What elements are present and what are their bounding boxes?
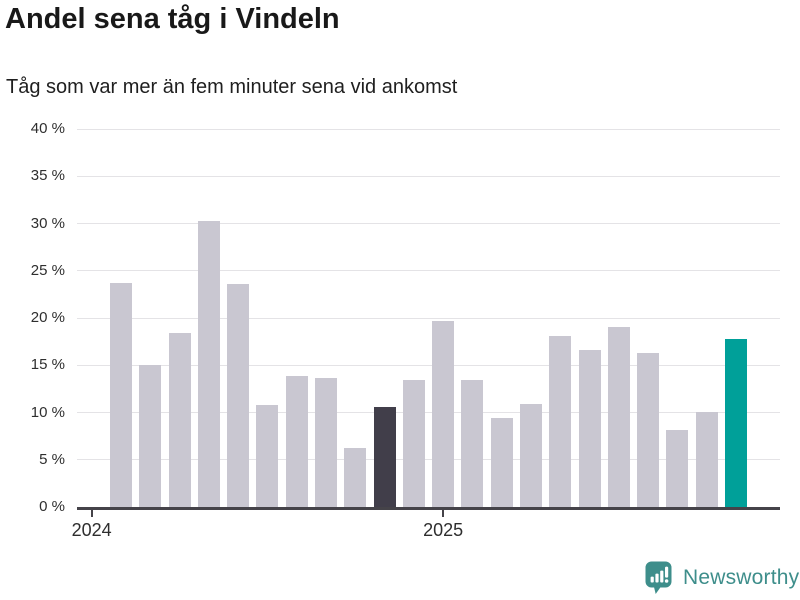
newsworthy-logo-text: Newsworthy bbox=[683, 566, 800, 589]
bar-2025-05 bbox=[549, 335, 572, 507]
bar-2025-01 bbox=[432, 320, 455, 507]
bar-2025-03 bbox=[490, 418, 513, 507]
x-axis-line bbox=[77, 506, 780, 510]
bar-2025-11 bbox=[725, 338, 748, 507]
bar-2025-10 bbox=[695, 411, 718, 507]
bar-2024-08 bbox=[285, 375, 308, 507]
newsworthy-logo-icon bbox=[645, 561, 672, 594]
chart-title: Andel sena tåg i Vindeln bbox=[5, 3, 340, 35]
gridline bbox=[77, 412, 780, 413]
y-axis-label: 5 % bbox=[39, 450, 65, 468]
bar-2024-05 bbox=[197, 220, 220, 507]
y-axis-label: 15 % bbox=[30, 356, 65, 374]
y-axis-label: 30 % bbox=[30, 214, 65, 232]
bar-2024-10 bbox=[344, 448, 367, 507]
newsworthy-logo: Newsworthy bbox=[645, 560, 799, 596]
bar-2025-08 bbox=[637, 352, 660, 507]
bar-2025-06 bbox=[578, 350, 601, 507]
y-axis-label: 0 % bbox=[39, 498, 65, 515]
bar-2025-02 bbox=[461, 380, 484, 507]
bar-2024-04 bbox=[168, 333, 191, 507]
x-axis-label: 2024 bbox=[71, 520, 112, 540]
bar-2025-07 bbox=[607, 327, 630, 507]
gridline bbox=[77, 317, 780, 319]
y-axis-label: 20 % bbox=[30, 309, 65, 326]
bar-2024-11 bbox=[373, 406, 396, 507]
bar-2025-04 bbox=[520, 403, 543, 507]
bar-2024-09 bbox=[314, 378, 337, 507]
y-axis-label: 10 % bbox=[30, 403, 65, 421]
bar-2024-03 bbox=[139, 365, 162, 507]
x-axis-label: 2025 bbox=[423, 520, 464, 540]
chart-subtitle: Tåg som var mer än fem minuter sena vid … bbox=[6, 76, 458, 98]
bar-2024-06 bbox=[227, 283, 250, 507]
x-axis-tick bbox=[442, 509, 445, 517]
gridline bbox=[77, 175, 780, 177]
y-axis-label: 35 % bbox=[30, 167, 65, 185]
y-axis-label: 25 % bbox=[30, 261, 65, 279]
bar-2024-12 bbox=[402, 380, 425, 507]
bar-2024-02 bbox=[109, 283, 132, 507]
gridline bbox=[77, 223, 780, 224]
bar-2025-09 bbox=[666, 430, 689, 507]
y-axis-label: 40 % bbox=[30, 120, 65, 137]
bar-2024-07 bbox=[256, 404, 279, 507]
gridline bbox=[77, 270, 780, 272]
gridline bbox=[77, 459, 780, 461]
x-axis-tick bbox=[90, 509, 93, 517]
gridline bbox=[77, 128, 780, 130]
gridline bbox=[77, 364, 780, 366]
